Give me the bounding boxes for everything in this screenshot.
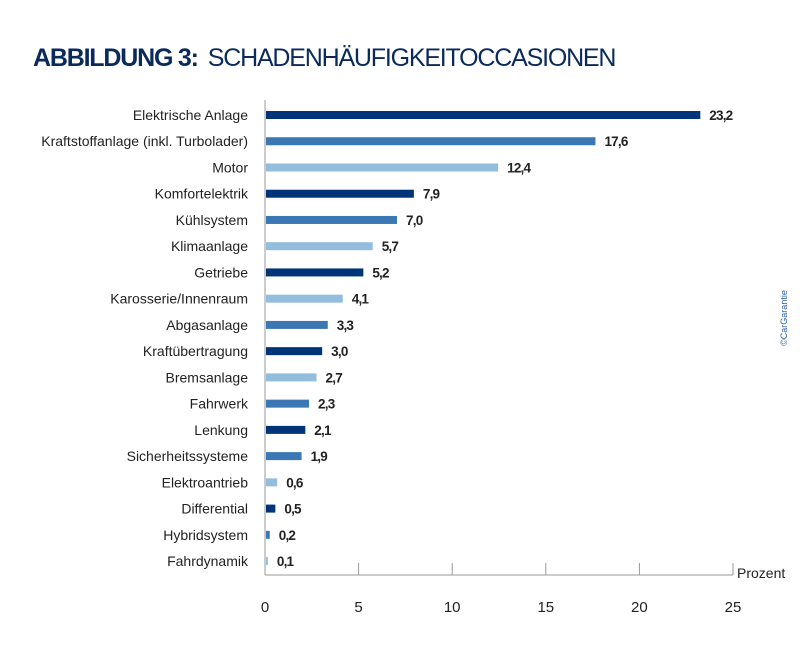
value-label: 0,2 xyxy=(279,528,296,543)
category-label: Karosserie/Innenraum xyxy=(110,291,248,307)
value-label: 3,3 xyxy=(337,318,355,333)
category-label: Kraftstoffanlage (inkl. Turbolader) xyxy=(41,133,248,149)
category-label: Lenkung xyxy=(194,422,248,438)
value-label: 0,1 xyxy=(277,554,295,569)
value-label: 0,6 xyxy=(286,475,304,490)
value-label: 5,7 xyxy=(382,239,399,254)
value-label: 2,3 xyxy=(318,397,336,412)
bar xyxy=(266,189,414,198)
x-tick-label: 20 xyxy=(631,599,648,616)
bar xyxy=(266,452,302,461)
bar xyxy=(266,215,398,224)
value-label: 17,6 xyxy=(604,134,628,149)
category-label: Komfortelektrik xyxy=(155,186,249,202)
value-label: 2,1 xyxy=(314,423,332,438)
category-label: Differential xyxy=(181,501,248,517)
category-label: Kühlsystem xyxy=(176,212,248,228)
category-label: Elektrische Anlage xyxy=(133,107,248,123)
value-label: 2,7 xyxy=(326,370,343,385)
value-label: 7,0 xyxy=(406,213,423,228)
x-tick-label: 0 xyxy=(261,599,269,616)
category-label: Bremsanlage xyxy=(166,369,249,385)
copyright-note: ©CarGarantie xyxy=(779,290,789,346)
bar xyxy=(266,111,701,119)
value-label: 23,2 xyxy=(709,108,732,123)
category-label: Motor xyxy=(212,159,248,175)
category-label: Klimaanlage xyxy=(171,238,248,254)
bar xyxy=(266,137,596,146)
x-tick-label: 10 xyxy=(444,599,461,616)
value-label: 7,9 xyxy=(423,187,440,202)
x-tick-label: 25 xyxy=(725,599,742,616)
value-label: 0,5 xyxy=(284,502,302,517)
bar xyxy=(266,163,499,172)
value-label: 5,2 xyxy=(372,265,389,280)
bar xyxy=(266,373,317,382)
x-tick-label: 15 xyxy=(537,599,554,616)
bar xyxy=(266,530,270,539)
category-label: Hybridsystem xyxy=(163,527,248,543)
bar xyxy=(266,268,364,277)
x-axis-label: Prozent xyxy=(737,565,785,581)
value-label: 3,0 xyxy=(331,344,348,359)
bar xyxy=(266,242,373,251)
category-label: Elektroantrieb xyxy=(162,474,249,490)
x-tick-label: 5 xyxy=(354,599,362,616)
category-label: Getriebe xyxy=(194,264,248,280)
bar xyxy=(266,399,310,408)
category-label: Fahrdynamik xyxy=(167,553,249,569)
title-bold: ABBILDUNG 3: xyxy=(33,44,199,72)
category-label: Fahrwerk xyxy=(190,396,249,412)
value-label: 12,4 xyxy=(507,160,531,175)
bar xyxy=(266,294,343,303)
category-label: Sicherheitssysteme xyxy=(127,448,249,464)
category-label: Kraftübertragung xyxy=(143,343,248,359)
category-label: Abgasanlage xyxy=(166,317,248,333)
bar xyxy=(266,320,328,329)
bar xyxy=(266,478,278,487)
chart-title: ABBILDUNG 3: SCHADENHÄUFIGKEITOCCASIONEN xyxy=(33,44,617,73)
title-rest: SCHADENHÄUFIGKEITOCCASIONEN xyxy=(207,44,617,72)
bar xyxy=(266,504,276,513)
bar xyxy=(266,557,268,566)
bar xyxy=(266,347,323,356)
bar xyxy=(266,425,306,434)
value-label: 1,9 xyxy=(311,449,328,464)
value-label: 4,1 xyxy=(352,292,370,307)
